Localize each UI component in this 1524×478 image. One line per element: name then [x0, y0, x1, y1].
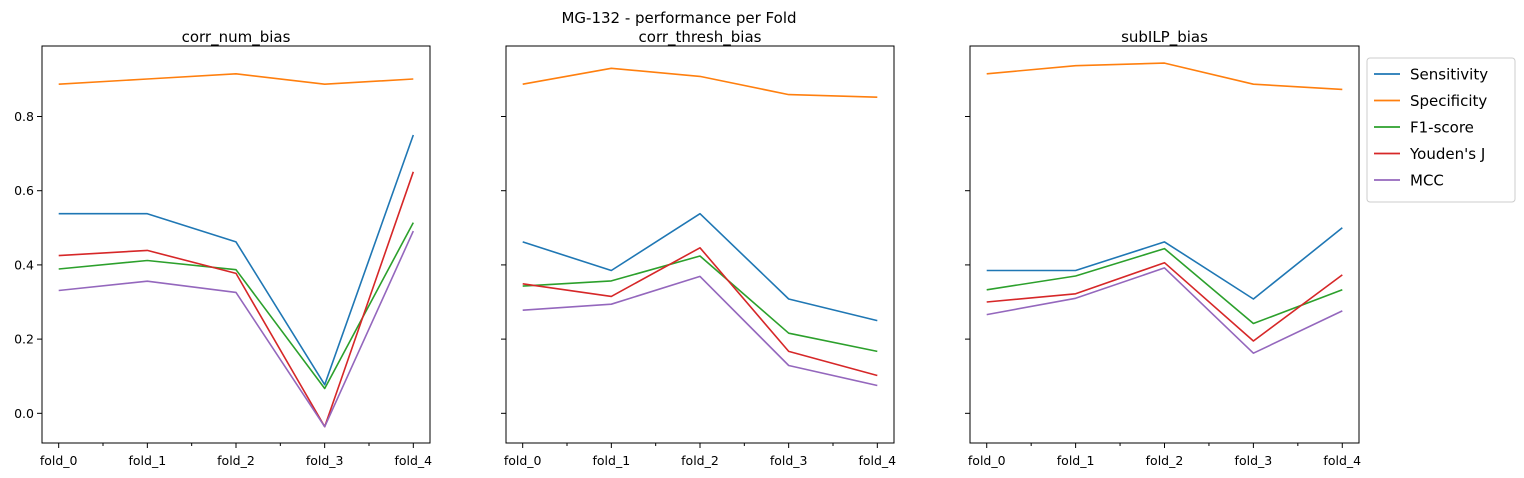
series-line-sensitivity — [58, 134, 415, 386]
series-line-mcc — [58, 230, 415, 428]
series-line-specificity — [986, 62, 1343, 91]
series-line-youden-s-j — [522, 247, 878, 377]
series-line-mcc — [986, 267, 1343, 355]
axes-frame — [969, 45, 1360, 444]
y-tick-label: 0.2 — [14, 332, 34, 347]
series-line-youden-s-j — [58, 171, 415, 428]
x-tick-label: fold_2 — [1146, 453, 1184, 468]
series-line-f1-score — [986, 247, 1343, 325]
x-tick-label: fold_4 — [858, 453, 896, 468]
subplot-title: corr_num_bias — [182, 28, 291, 47]
series-line-f1-score — [522, 255, 878, 353]
x-tick-label: fold_3 — [1235, 453, 1273, 468]
legend-entry: MCC — [1410, 172, 1444, 190]
x-tick-label: fold_2 — [217, 453, 255, 468]
x-tick-label: fold_1 — [129, 453, 167, 468]
series-line-sensitivity — [986, 227, 1343, 300]
axes-frame — [505, 45, 895, 444]
legend-entry: Sensitivity — [1410, 66, 1488, 84]
subplot-2: subILP_bias fold_0 fold_1 fold_2 fold_3 fold_… — [965, 28, 1361, 468]
legend-entry: Specificity — [1410, 92, 1487, 110]
y-tick-label: 0.4 — [14, 257, 34, 272]
x-tick-label: fold_1 — [1057, 453, 1095, 468]
x-tick-label: fold_1 — [593, 453, 631, 468]
y-tick-label: 0.0 — [14, 406, 34, 421]
x-tick-label: fold_4 — [394, 453, 432, 468]
legend: Sensitivity Specificity F1-score Youden's J… — [1366, 57, 1516, 203]
x-tick-label: fold_0 — [504, 453, 542, 468]
x-tick-label: fold_0 — [968, 453, 1006, 468]
series-line-youden-s-j — [986, 261, 1343, 342]
x-tick-label: fold_3 — [770, 453, 808, 468]
y-tick-label: 0.6 — [14, 183, 34, 198]
legend-entry: Youden's J — [1409, 145, 1485, 163]
figure-suptitle: MG-132 - performance per Fold — [561, 9, 796, 27]
x-tick-label: fold_0 — [40, 453, 78, 468]
series-line-f1-score — [58, 222, 415, 390]
legend-entry: F1-score — [1410, 119, 1474, 137]
subplot-1: corr_thresh_bias fold_0 fold_1 fold_2 fold_3… — [501, 28, 896, 468]
legend-frame — [1366, 57, 1516, 203]
series-line-specificity — [58, 73, 414, 85]
x-tick-label: fold_4 — [1323, 453, 1361, 468]
series-line-specificity — [522, 67, 878, 98]
subplot-title: corr_thresh_bias — [639, 28, 762, 47]
axes-frame — [41, 45, 431, 444]
subplot-0: corr_num_bias fold_0 fold_1 fold_2 fold_3 fol… — [14, 28, 432, 468]
x-tick-label: fold_2 — [681, 453, 719, 468]
y-tick-label: 0.8 — [14, 109, 34, 124]
series-line-sensitivity — [522, 212, 878, 322]
series-line-mcc — [522, 275, 878, 387]
subplots: corr_num_bias fold_0 fold_1 fold_2 fold_3 fol… — [14, 28, 1361, 468]
subplot-title: subILP_bias — [1121, 28, 1208, 47]
x-tick-label: fold_3 — [306, 453, 344, 468]
